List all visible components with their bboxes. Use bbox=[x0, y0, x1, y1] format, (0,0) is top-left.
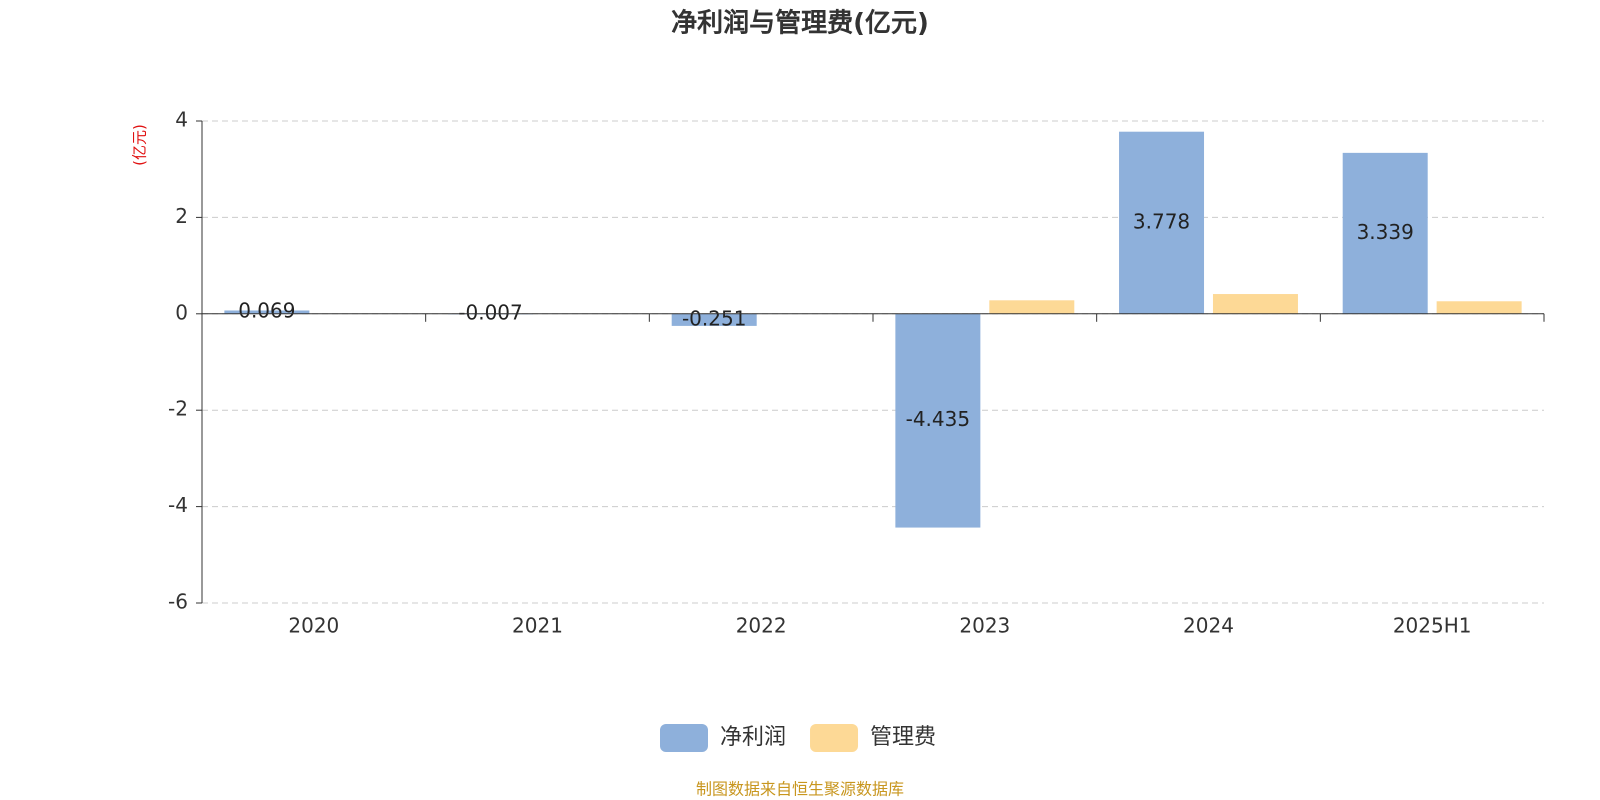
data-label: 3.778 bbox=[1133, 209, 1190, 233]
data-label: -0.007 bbox=[458, 300, 522, 324]
x-tick-label: 2020 bbox=[288, 614, 339, 638]
x-tick-label: 2025H1 bbox=[1393, 614, 1472, 638]
bar bbox=[1342, 152, 1428, 314]
legend-swatch bbox=[660, 724, 708, 752]
x-tick-label: 2022 bbox=[736, 614, 787, 638]
y-tick-label: -2 bbox=[168, 397, 188, 421]
y-tick-label: 0 bbox=[175, 300, 188, 324]
y-axis-label: (亿元) bbox=[131, 124, 149, 166]
data-label: -4.435 bbox=[906, 407, 970, 431]
chart-title: 净利润与管理费(亿元) bbox=[671, 8, 929, 39]
y-tick-label: 4 bbox=[175, 108, 188, 132]
bar bbox=[224, 310, 310, 314]
bar bbox=[1119, 131, 1205, 314]
y-tick-label: 2 bbox=[175, 204, 188, 228]
data-label: 0.069 bbox=[238, 299, 295, 323]
legend-label: 净利润 bbox=[720, 725, 786, 750]
data-label: 3.339 bbox=[1357, 220, 1414, 244]
legend-swatch bbox=[810, 724, 859, 752]
x-tick-label: 2023 bbox=[959, 614, 1010, 638]
y-tick-label: -6 bbox=[168, 590, 188, 614]
bar bbox=[1436, 301, 1522, 314]
bar bbox=[671, 313, 757, 326]
source-note: 制图数据来自恒生聚源数据库 bbox=[696, 780, 904, 799]
legend-label: 管理费 bbox=[870, 725, 936, 750]
x-tick-label: 2021 bbox=[512, 614, 563, 638]
x-tick-label: 2024 bbox=[1183, 614, 1234, 638]
bar bbox=[895, 313, 981, 528]
y-tick-label: -4 bbox=[168, 493, 188, 517]
data-label: -0.251 bbox=[682, 306, 746, 330]
bar bbox=[1212, 294, 1298, 314]
bar bbox=[989, 300, 1075, 314]
